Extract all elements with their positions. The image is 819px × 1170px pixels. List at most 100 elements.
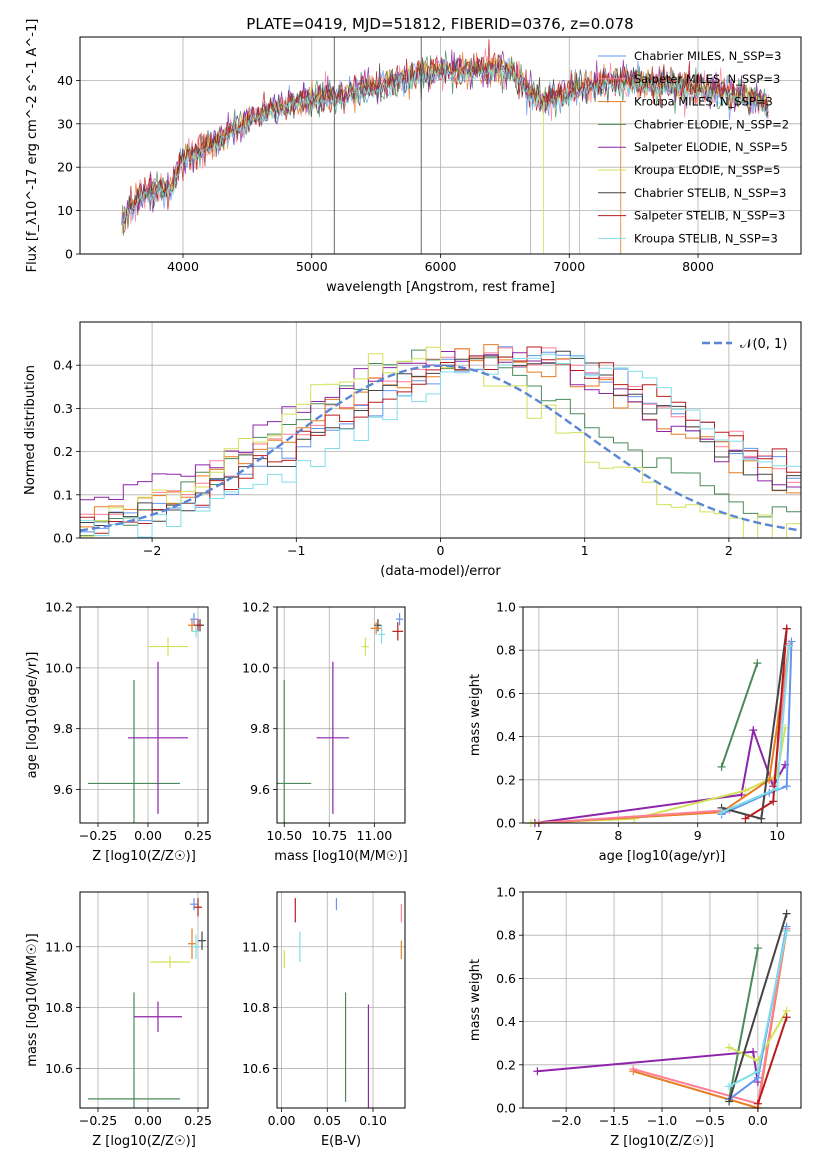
x-axis-label: Z [log10(Z/Z☉)] xyxy=(92,1134,196,1149)
series-line xyxy=(721,641,793,816)
y-tick-label: 20 xyxy=(57,160,73,175)
y-tick-label: 0.1 xyxy=(53,487,73,502)
series-marker xyxy=(782,909,791,918)
y-tick-label: 10.6 xyxy=(242,1061,270,1076)
x-tick-label: 6000 xyxy=(425,259,457,274)
x-tick-label: 0.05 xyxy=(313,1113,341,1128)
series-line xyxy=(728,948,759,1100)
y-tick-label: 0.4 xyxy=(496,729,516,744)
y-axis-label: age [log10(age/yr)] xyxy=(25,652,40,779)
y-axis-label: mass weight xyxy=(468,674,483,756)
y-tick-label: 10.0 xyxy=(45,660,73,675)
legend-label: Salpeter STELIB, N_SSP=3 xyxy=(634,209,785,223)
y-tick-label: 40 xyxy=(57,73,73,88)
series-marker xyxy=(725,1043,734,1052)
legend-label: 𝒩(0, 1) xyxy=(740,337,787,352)
x-tick-label: −0.5 xyxy=(695,1113,725,1128)
x-tick-label: −1 xyxy=(287,543,305,558)
x-tick-label: 7000 xyxy=(553,259,585,274)
gridlines xyxy=(523,606,801,824)
plot-area xyxy=(120,37,769,254)
series-marker xyxy=(741,814,750,823)
x-tick-label: 10.75 xyxy=(311,828,347,843)
series-marker xyxy=(787,637,796,646)
gridlines xyxy=(80,892,208,1108)
panel-7: −2.0 −1.5 −1.0 −0.5 0.0 0.0 0.2 0.4 0.6 0.8 1.0 Z [… xyxy=(468,885,802,1149)
spectrum-line xyxy=(123,63,769,221)
axes-frame: 4000 5000 6000 7000 8000 0 10 20 30 40 wavelength … xyxy=(25,19,802,295)
errorbar-point xyxy=(192,625,200,638)
legend-label: Chabrier ELODIE, N_SSP=2 xyxy=(634,117,789,131)
histograms xyxy=(80,344,801,538)
y-tick-label: 0.4 xyxy=(53,358,73,373)
series-marker xyxy=(741,786,750,795)
y-axis-label: Flux [f_λ10^-17 erg cm^-2 s^-1 A^-1] xyxy=(25,19,40,273)
axes-frame: 0.00 0.05 0.10 10.6 10.8 11.0 E(B-V) xyxy=(242,891,406,1149)
axes-frame: −2.0 −1.5 −1.0 −0.5 0.0 0.0 0.2 0.4 0.6 0.8 1.0 Z [… xyxy=(468,885,802,1149)
series-salpeter-stelib xyxy=(753,1013,791,1108)
errorbar-point xyxy=(277,680,312,823)
x-tick-label: −0.25 xyxy=(79,1113,117,1128)
x-axis-label: E(B-V) xyxy=(321,1134,361,1149)
y-tick-label: 10.0 xyxy=(242,660,270,675)
x-axis-label: Z [log10(Z/Z☉)] xyxy=(92,849,196,864)
series-line xyxy=(538,643,791,824)
axes-frame: 10.50 10.75 11.00 9.6 9.8 10.0 10.2 mass [log10… xyxy=(242,600,408,865)
legend-normal: 𝒩(0, 1) xyxy=(702,337,787,352)
axes-box xyxy=(276,891,406,1109)
errorbar-point xyxy=(194,898,202,917)
series-marker xyxy=(782,926,791,935)
series-chabrier-stelib xyxy=(725,909,791,1106)
x-axis-label: age [log10(age/yr)] xyxy=(599,849,726,864)
axes-frame: −2 −1 0 1 2 0.0 0.1 0.2 0.3 0.4 (data-model)/error… xyxy=(23,321,802,579)
x-tick-label: 8000 xyxy=(682,259,714,274)
errorbar-point xyxy=(361,637,369,656)
y-tick-label: 9.6 xyxy=(53,782,73,797)
axes-frame: −0.25 0.00 0.25 9.6 9.8 10.0 10.2 Z [log10(Z/Z☉… xyxy=(25,600,212,865)
errorbar-point xyxy=(190,613,198,626)
plot-area xyxy=(88,613,204,823)
series-marker xyxy=(749,1047,758,1056)
x-tick-label: 5000 xyxy=(296,259,328,274)
spectrum-lines xyxy=(120,37,769,254)
y-tick-label: 0.8 xyxy=(496,928,516,943)
y-tick-label: 0.6 xyxy=(496,971,516,986)
legend-label: Salpeter ELODIE, N_SSP=5 xyxy=(634,140,788,154)
y-tick-label: 0.6 xyxy=(496,686,516,701)
x-tick-label: 0.25 xyxy=(184,828,212,843)
y-tick-label: 10 xyxy=(57,203,73,218)
y-tick-label: 0.4 xyxy=(496,1014,516,1029)
y-tick-label: 0.8 xyxy=(496,643,516,658)
x-axis-label: mass [log10(M/M☉)] xyxy=(274,849,407,864)
axes-box xyxy=(79,606,209,824)
errorbar-point xyxy=(395,613,404,626)
legend-label: Salpeter MILES, N_SSP=3 xyxy=(634,72,780,86)
y-axis-label: Normed distribution xyxy=(23,365,38,495)
series-kroupa-stelib xyxy=(717,641,794,817)
gridlines xyxy=(277,892,405,1108)
panel-4: 7 8 9 10 0.0 0.2 0.4 0.6 0.8 1.0 age [log10(age/yr… xyxy=(468,600,802,864)
errorbar-point xyxy=(316,661,350,814)
errorbar-point xyxy=(392,622,404,641)
errorbar-point xyxy=(134,1001,182,1032)
y-tick-label: 9.8 xyxy=(250,721,270,736)
errorbar-point xyxy=(188,928,196,959)
x-tick-label: 9 xyxy=(694,828,702,843)
series-marker xyxy=(629,1065,638,1074)
series-line xyxy=(537,1050,759,1083)
legend-label: Chabrier STELIB, N_SSP=3 xyxy=(634,186,786,200)
errorbar-point xyxy=(194,619,202,632)
y-tick-label: 0.0 xyxy=(496,1101,516,1116)
y-tick-label: 30 xyxy=(57,116,73,131)
y-tick-label: 10.2 xyxy=(45,600,73,615)
normal-curve xyxy=(80,364,801,532)
x-tick-label: 0 xyxy=(437,543,445,558)
series-marker xyxy=(725,1097,734,1106)
x-axis-label: wavelength [Angstrom, rest frame] xyxy=(326,280,555,295)
errorbar-point xyxy=(88,992,180,1108)
series-marker xyxy=(785,641,794,650)
x-tick-label: 2 xyxy=(725,543,733,558)
x-tick-label: 11.00 xyxy=(356,828,392,843)
panel-1: −2 −1 0 1 2 0.0 0.1 0.2 0.3 0.4 (data-model)/error… xyxy=(23,321,802,579)
panel-3: 10.50 10.75 11.00 9.6 9.8 10.0 10.2 mass [log10… xyxy=(242,600,408,865)
